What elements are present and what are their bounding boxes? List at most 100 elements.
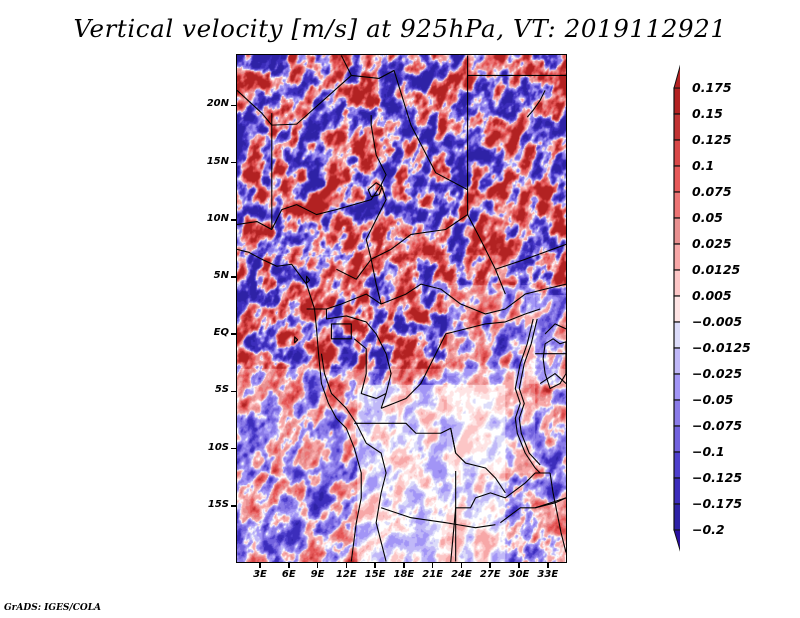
border-line	[380, 308, 541, 409]
colorbar-label: 0.05	[692, 210, 723, 225]
colorbar-bin	[673, 191, 680, 219]
border-line	[325, 308, 392, 409]
colorbar-label: −0.2	[692, 522, 725, 537]
border-line	[544, 323, 566, 335]
x-tick-mark	[431, 563, 434, 568]
y-tick-label: 10S	[207, 441, 229, 453]
border-line	[378, 69, 395, 79]
border-line	[539, 373, 566, 384]
y-tick-mark	[231, 104, 236, 107]
border-line	[526, 90, 546, 118]
x-tick-mark	[518, 563, 520, 568]
colorbar-bin	[673, 243, 680, 271]
y-tick-mark	[231, 333, 236, 335]
colorbar-label: 0.125	[692, 132, 732, 147]
border-line	[237, 115, 387, 231]
y-tick-label: 5S	[214, 384, 229, 396]
colorbar-bin	[673, 165, 680, 193]
colorbar-label: 0.075	[692, 184, 732, 199]
y-tick-mark	[231, 276, 236, 278]
x-tick-label: 21E	[422, 569, 444, 580]
colorbar-bin	[673, 87, 680, 115]
border-line	[354, 422, 506, 494]
x-tick-mark	[316, 563, 319, 568]
x-tick-mark	[288, 563, 290, 568]
y-tick-label: 10N	[206, 212, 229, 224]
colorbar-bin	[673, 139, 680, 167]
grads-credit: GrADS: IGES/COLA	[4, 603, 102, 613]
y-tick-label: 5N	[213, 270, 229, 282]
y-tick-mark	[231, 161, 236, 164]
x-tick-mark	[547, 563, 549, 568]
colorbar-label: −0.0125	[692, 340, 751, 355]
colorbar-bin	[673, 295, 680, 323]
x-tick-mark	[259, 563, 261, 568]
colorbar: 0.175 0.15 0.125 0.1 0.075 0.05 0.025 0.0125 0.0…	[640, 55, 790, 565]
border-line	[495, 243, 566, 270]
x-tick-label: 27E	[479, 569, 501, 580]
country-borders	[237, 55, 566, 562]
border-line	[370, 259, 566, 315]
colorbar-label: −0.05	[692, 392, 734, 407]
map-panel	[236, 54, 567, 563]
x-tick-mark	[403, 563, 405, 568]
border-line	[542, 338, 566, 390]
colorbar-bin	[673, 425, 680, 453]
y-tick-mark	[231, 219, 236, 221]
y-tick-label: 15N	[206, 155, 229, 167]
border-line	[353, 338, 387, 399]
y-tick-mark	[231, 505, 236, 507]
vertical-velocity-field	[237, 55, 566, 562]
border-line	[365, 184, 469, 260]
x-tick-label: 15E	[364, 569, 386, 580]
x-tick-mark	[374, 563, 376, 568]
border-line	[237, 248, 362, 562]
colorbar-label: −0.025	[692, 366, 743, 381]
border-line	[450, 472, 551, 562]
border-line	[518, 318, 541, 466]
x-tick-label: 18E	[393, 569, 415, 580]
x-tick-label: 12E	[335, 569, 357, 580]
x-tick-label: 33E	[537, 569, 559, 580]
colorbar-label: 0.025	[692, 236, 732, 251]
colorbar-bin	[673, 399, 680, 427]
colorbar-bin	[673, 503, 680, 531]
y-tick-label: 15S	[207, 498, 229, 510]
colorbar-label: 0.175	[692, 80, 732, 95]
border-line	[380, 507, 496, 529]
colorbar-bin	[673, 113, 680, 141]
chart-title: Vertical velocity [m/s] at 925hPa, VT: 2…	[73, 14, 727, 43]
x-tick-label: 6E	[281, 569, 296, 580]
border-line	[367, 182, 383, 198]
border-line	[340, 55, 352, 76]
colorbar-bin	[673, 451, 680, 479]
colorbar-label: 0.1	[692, 158, 715, 173]
x-tick-label: 3E	[253, 569, 267, 580]
border-line	[450, 428, 457, 454]
colorbar-bin	[673, 373, 680, 401]
y-tick-label: 20N	[206, 98, 229, 110]
colorbar-max-arrow	[673, 64, 680, 89]
y-tick-mark	[231, 447, 236, 450]
colorbar-label: −0.075	[692, 418, 743, 433]
border-line	[330, 323, 352, 340]
colorbar-label: −0.1	[692, 444, 725, 459]
colorbar-bin	[673, 321, 680, 349]
colorbar-label: 0.005	[692, 288, 732, 303]
border-line	[336, 258, 372, 280]
colorbar-label: 0.0125	[692, 262, 741, 277]
x-tick-mark	[489, 563, 491, 568]
border-line	[294, 336, 299, 344]
x-tick-label: 24E	[451, 569, 472, 580]
border-line	[535, 497, 566, 509]
colorbar-bin	[673, 347, 680, 375]
border-line	[320, 353, 387, 562]
colorbar-label: −0.175	[692, 496, 743, 511]
border-line	[306, 275, 311, 284]
colorbar-scale	[673, 64, 680, 552]
border-line	[306, 293, 382, 310]
colorbar-bin	[673, 269, 680, 297]
colorbar-label: −0.005	[692, 314, 743, 329]
x-tick-mark	[460, 563, 463, 568]
x-tick-mark	[345, 563, 348, 568]
